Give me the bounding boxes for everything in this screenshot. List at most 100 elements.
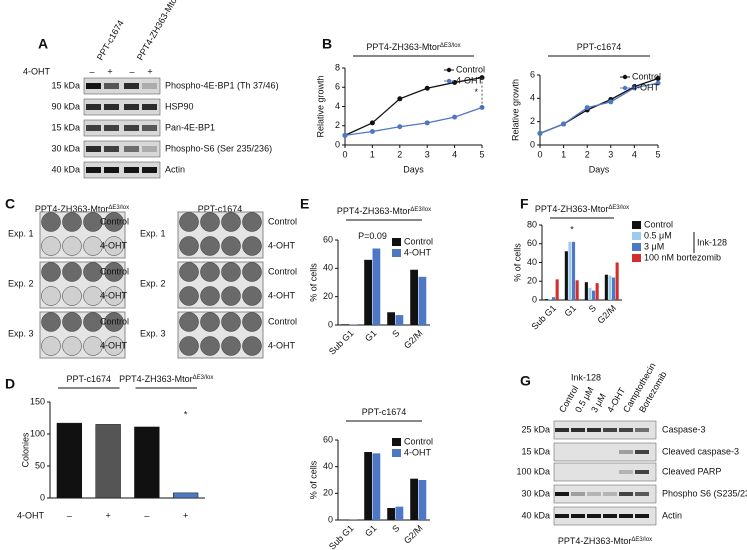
chart-title: PPT-c1674 (577, 42, 622, 52)
bar (615, 262, 619, 300)
legend-swatch (446, 78, 452, 84)
blot-band (555, 514, 569, 518)
blot-band (124, 167, 139, 173)
y-tick-label: 80 (527, 219, 537, 229)
chart-title-text: PPT4-ZH363-Mtor (535, 204, 609, 214)
group-label: PPT-c1674 (66, 374, 111, 384)
band-label: Phospho-S6 (Ser 235/236) (165, 143, 272, 153)
well (62, 212, 82, 232)
well (62, 262, 82, 282)
blot-band (571, 514, 585, 518)
y-axis-label: % of cells (308, 263, 318, 302)
well (62, 236, 82, 256)
well (83, 262, 103, 282)
blot-column-label-text: PPT-c1674 (95, 19, 126, 63)
blot-band (603, 428, 617, 432)
y-tick-label: 20 (323, 291, 333, 301)
bar (372, 453, 381, 520)
well (200, 236, 220, 256)
bar (172, 492, 199, 499)
blot-band (619, 450, 633, 454)
legend-swatch (632, 254, 641, 262)
well (104, 336, 124, 356)
band-label: Pan-4E-BP1 (165, 122, 215, 132)
blot-band (619, 514, 633, 518)
band-label: HSP90 (165, 101, 194, 111)
band-label: Phospho S6 (S235/236) (662, 488, 747, 498)
chart-title: PPT4-ZH363-MtorΔE3/lox (366, 42, 460, 52)
well (104, 286, 124, 306)
legend-swatch (392, 249, 401, 257)
well (242, 212, 262, 232)
blot-band (104, 146, 119, 152)
row-label: 4-OHT (100, 240, 128, 250)
legend-swatch (446, 67, 452, 73)
kda-label: 40 kDa (521, 510, 550, 520)
legend-label: 4-OHT (456, 75, 484, 85)
well (221, 262, 241, 282)
bar (418, 480, 427, 520)
lane-sign: + (107, 66, 112, 76)
well (83, 286, 103, 306)
experiment-label: Exp. 1 (8, 228, 34, 238)
series-line (344, 76, 483, 136)
chart: 0 20 40 60 80 % of cells PPT4-ZH363-MtorΔE3/lo… (512, 204, 727, 331)
well (221, 312, 241, 332)
well (200, 312, 220, 332)
legend-swatch (632, 243, 641, 251)
blot-band (142, 125, 157, 131)
well (242, 336, 262, 356)
bar (575, 280, 579, 300)
blot-frame (553, 484, 657, 504)
chart-title: PPT4-ZH363-MtorΔE3/lox (337, 206, 431, 216)
blot-band (571, 428, 585, 432)
blot-band (86, 125, 101, 131)
bar (372, 248, 381, 325)
well (179, 212, 199, 232)
x-tick-label: 5 (655, 149, 660, 159)
well (221, 286, 241, 306)
row-label: Control (100, 266, 129, 276)
plate-title-sup: ΔE3/lox (108, 205, 129, 211)
y-tick-label: 40 (323, 263, 333, 273)
blot-band (635, 428, 649, 432)
panel-label: F (520, 196, 529, 212)
annotation: P=0.09 (358, 231, 387, 241)
bar (595, 283, 599, 300)
group-label-text: PPT4-ZH363-Mtor (119, 374, 193, 384)
chart: 0 2 4 6 Relative growth PPT-c1674 0 1 2 3 4 5 Days Co… (510, 42, 661, 174)
treatment-label: 4-OHT (23, 66, 51, 76)
legend-label: 4-OHT (632, 82, 660, 92)
y-tick-label: 6 (530, 69, 535, 79)
bar (555, 279, 559, 300)
experiment-label: Exp. 2 (140, 278, 166, 288)
y-tick-label: 2 (335, 120, 340, 130)
chart-title-text: PPT4-ZH363-Mtor (366, 42, 440, 52)
chart-title-text: PPT4-ZH363-Mtor (337, 206, 411, 216)
y-tick-label: 0 (328, 319, 333, 329)
lane-group-label: Ink-128 (571, 372, 601, 382)
legend-swatch (632, 232, 641, 240)
data-point (631, 85, 637, 91)
well (62, 286, 82, 306)
panel-label: E (300, 196, 309, 212)
x-tick-label: 4 (632, 149, 637, 159)
plate-title-text: PPT4-ZH363-Mtor (35, 204, 109, 214)
y-tick-label: 40 (323, 461, 333, 471)
legend-swatch (622, 74, 628, 80)
y-tick-label: 4 (530, 93, 535, 103)
blot-band (587, 428, 601, 432)
blot-column-label: PPT-c1674 (95, 19, 126, 63)
x-tick-label: G1 (363, 328, 379, 344)
bar (568, 241, 572, 300)
blot-frame (83, 161, 161, 179)
data-point (584, 105, 590, 111)
blot-frame (553, 462, 657, 482)
y-tick-label: 100 (30, 428, 45, 438)
y-tick-label: 150 (30, 396, 45, 406)
data-point (397, 96, 403, 102)
blot-frame (83, 119, 161, 137)
blot-band (124, 104, 139, 110)
x-tick-label: 3 (608, 149, 613, 159)
bar (572, 241, 576, 300)
